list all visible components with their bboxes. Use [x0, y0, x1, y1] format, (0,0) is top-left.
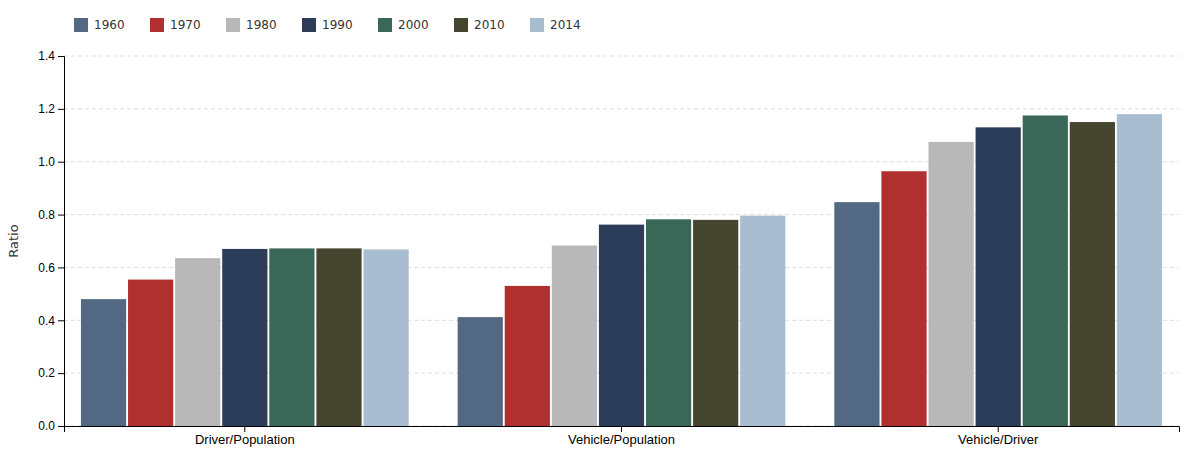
legend-label: 2010: [474, 18, 505, 32]
legend-label: 2000: [398, 18, 429, 32]
y-tick-label: 1.4: [38, 49, 55, 63]
y-tick-mark: [58, 373, 64, 374]
bar: [646, 219, 691, 426]
x-tick: Driver/Population: [195, 426, 295, 447]
legend-label: 2014: [550, 18, 581, 32]
y-tick-mark: [58, 56, 64, 57]
x-tick: Vehicle/Population: [568, 426, 675, 447]
plot: 0.0 0.2 0.4 0.6 0.8 1.0 1.2 1.4 Driver/Populatio…: [6, 49, 1180, 447]
y-tick-label: 0.0: [38, 419, 55, 433]
legend-item: 1960: [74, 18, 125, 32]
legend-swatch: [150, 18, 164, 32]
y-tick-mark: [58, 215, 64, 216]
y-tick-mark: [58, 426, 64, 427]
legend-item: 2014: [530, 18, 581, 32]
bar: [505, 286, 550, 426]
bar: [740, 216, 785, 426]
legend-swatch: [378, 18, 392, 32]
x-tick-label: Vehicle/Population: [568, 432, 675, 447]
legend-label: 1990: [322, 18, 353, 32]
x-axis: Driver/Population Vehicle/Population Vehic…: [65, 426, 1180, 447]
bar: [128, 280, 173, 426]
bar: [81, 299, 126, 426]
x-axis-line: [65, 427, 1180, 433]
y-tick: 1.4: [38, 49, 64, 63]
y-tick-label: 1.2: [38, 102, 55, 116]
bar: [458, 317, 503, 426]
bar: [552, 245, 597, 426]
x-tick-label: Driver/Population: [195, 432, 295, 447]
y-tick-mark: [58, 109, 64, 110]
y-tick: 0.2: [38, 366, 64, 380]
bar: [269, 248, 314, 426]
y-tick-mark: [58, 267, 64, 268]
bar: [363, 249, 408, 426]
bar-series: [269, 115, 1068, 426]
legend-swatch: [74, 18, 88, 32]
bar: [599, 225, 644, 426]
y-tick-label: 0.4: [38, 314, 55, 328]
legend-label: 1980: [246, 18, 277, 32]
legend-item: 1980: [226, 18, 277, 32]
bar-series: [316, 122, 1115, 426]
x-tick-mark: [998, 426, 999, 432]
legend-swatch: [302, 18, 316, 32]
x-tick-mark: [621, 426, 622, 432]
bar: [929, 142, 974, 426]
bars: [81, 114, 1162, 426]
legend-swatch: [454, 18, 468, 32]
bar: [1070, 122, 1115, 426]
bar: [1117, 114, 1162, 426]
x-tick: Vehicle/Driver: [958, 426, 1039, 447]
legend: 1960 1970 1980 1990 2000 2010 2014: [74, 18, 581, 32]
bar-series: [175, 142, 974, 426]
legend-label: 1970: [170, 18, 201, 32]
y-tick: 1.0: [38, 155, 64, 169]
bar: [1023, 115, 1068, 426]
legend-item: 1990: [302, 18, 353, 32]
bar-series: [128, 171, 927, 426]
bar: [976, 127, 1021, 426]
bar: [881, 171, 926, 426]
y-tick-label: 0.8: [38, 208, 55, 222]
legend-item: 1970: [150, 18, 201, 32]
y-tick-label: 1.0: [38, 155, 55, 169]
y-axis-title: Ratio: [6, 224, 21, 257]
legend-item: 2000: [378, 18, 429, 32]
bar: [834, 202, 879, 426]
bar: [693, 220, 738, 426]
y-tick: 0.0: [38, 419, 64, 433]
chart: 0.0 0.2 0.4 0.6 0.8 1.0 1.2 1.4 Driver/Populatio…: [0, 0, 1203, 470]
grid-line: [64, 56, 1179, 57]
bar-series: [222, 127, 1021, 426]
y-tick: 0.6: [38, 261, 64, 275]
y-tick: 1.2: [38, 102, 64, 116]
legend-swatch: [530, 18, 544, 32]
y-tick-mark: [58, 162, 64, 163]
x-tick-mark: [244, 426, 245, 432]
x-tick-label: Vehicle/Driver: [958, 432, 1039, 447]
y-axis-line: [58, 57, 65, 427]
y-tick-mark: [58, 320, 64, 321]
y-tick: 0.8: [38, 208, 64, 222]
bar: [316, 248, 361, 426]
y-axis: 0.0 0.2 0.4 0.6 0.8 1.0 1.2 1.4: [38, 49, 64, 433]
y-tick-label: 0.2: [38, 366, 55, 380]
legend-label: 1960: [94, 18, 125, 32]
y-tick-label: 0.6: [38, 261, 55, 275]
bar-series: [81, 202, 880, 426]
bar-series: [363, 114, 1162, 426]
grid-line: [64, 108, 1179, 109]
bar: [175, 258, 220, 426]
bar: [222, 249, 267, 426]
y-tick: 0.4: [38, 314, 64, 328]
legend-swatch: [226, 18, 240, 32]
legend-item: 2010: [454, 18, 505, 32]
grid: [64, 56, 1179, 426]
